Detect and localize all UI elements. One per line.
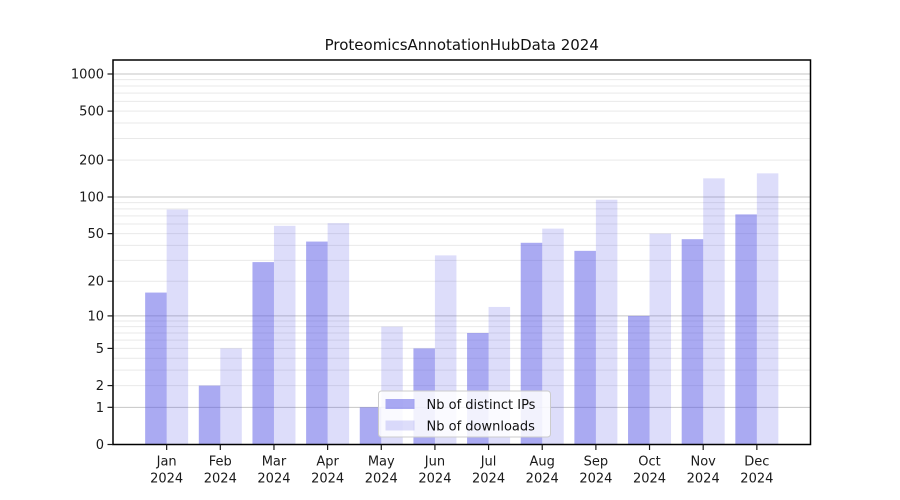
bar-downloads-feb — [220, 348, 242, 445]
x-tick-label-year: 2024 — [579, 472, 612, 487]
legend-label-ips: Nb of distinct IPs — [427, 398, 536, 413]
x-tick-label-month: Jun — [424, 455, 445, 470]
x-tick-label-month: May — [368, 455, 395, 470]
x-tick-label-month: Oct — [638, 455, 660, 470]
bar-ips-oct — [628, 315, 650, 445]
bar-ips-mar — [252, 262, 274, 445]
x-tick-label-year: 2024 — [311, 472, 344, 487]
x-tick-label-month: Dec — [744, 455, 769, 470]
bar-downloads-oct — [649, 233, 672, 445]
x-tick-label-year: 2024 — [257, 472, 290, 487]
x-tick-label-month: Mar — [262, 455, 287, 470]
y-tick-label: 500 — [79, 105, 104, 120]
bar-downloads-mar — [273, 225, 296, 445]
x-tick-label-month: Jul — [480, 455, 497, 470]
legend: Nb of distinct IPs Nb of downloads — [378, 390, 551, 438]
y-tick-label: 100 — [79, 191, 104, 206]
bar-ips-may — [359, 407, 382, 445]
y-tick-label: 1000 — [71, 68, 104, 83]
x-tick-label-month: Jan — [156, 455, 177, 470]
x-tick-label-year: 2024 — [365, 472, 398, 487]
y-tick-label: 200 — [79, 154, 104, 169]
x-tick-label-month: Aug — [530, 455, 555, 470]
legend-swatch-downloads — [385, 420, 415, 431]
legend-box — [378, 390, 551, 438]
bar-ips-nov — [681, 239, 704, 445]
bar-ips-dec — [735, 214, 757, 445]
x-tick-label-year: 2024 — [472, 472, 505, 487]
bar-downloads-nov — [703, 178, 725, 445]
x-tick-label-month: Feb — [209, 455, 232, 470]
bar-ips-feb — [198, 385, 221, 445]
y-tick-label: 0 — [96, 438, 104, 453]
bar-ips-sep — [574, 250, 596, 445]
y-tick-label: 5 — [96, 342, 104, 357]
chart-title: ProteomicsAnnotationHubData 2024 — [325, 36, 599, 54]
bar-downloads-jan — [166, 209, 189, 445]
x-tick-label-year: 2024 — [526, 472, 559, 487]
x-tick-label-year: 2024 — [633, 472, 666, 487]
x-tick-label-month: Nov — [691, 455, 717, 470]
bar-downloads-sep — [595, 199, 618, 445]
bar-downloads-dec — [756, 173, 779, 445]
x-tick-label-year: 2024 — [687, 472, 720, 487]
legend-swatch-ips — [385, 399, 415, 409]
y-tick-label: 20 — [87, 275, 104, 290]
x-tick-label-year: 2024 — [150, 472, 183, 487]
axes-layer: 0 1 2 5 10 20 50 100 200 500 1000 Jan 2024 Feb 2024 Mar… — [71, 59, 812, 487]
x-tick-label-year: 2024 — [740, 472, 773, 487]
y-tick-label: 2 — [96, 379, 104, 394]
y-tick-label: 50 — [87, 227, 104, 242]
bar-ips-apr — [306, 241, 328, 445]
bar-ips-jan — [145, 292, 167, 445]
x-tick-label-year: 2024 — [418, 472, 451, 487]
axes-frame — [112, 59, 812, 446]
x-tick-label-year: 2024 — [204, 472, 237, 487]
y-tick-label: 10 — [87, 309, 104, 324]
y-tick-label: 1 — [96, 401, 104, 416]
bar-downloads-apr — [327, 223, 350, 445]
x-tick-label-month: Apr — [316, 455, 339, 470]
x-tick-label-month: Sep — [584, 455, 609, 470]
legend-label-downloads: Nb of downloads — [427, 420, 536, 435]
